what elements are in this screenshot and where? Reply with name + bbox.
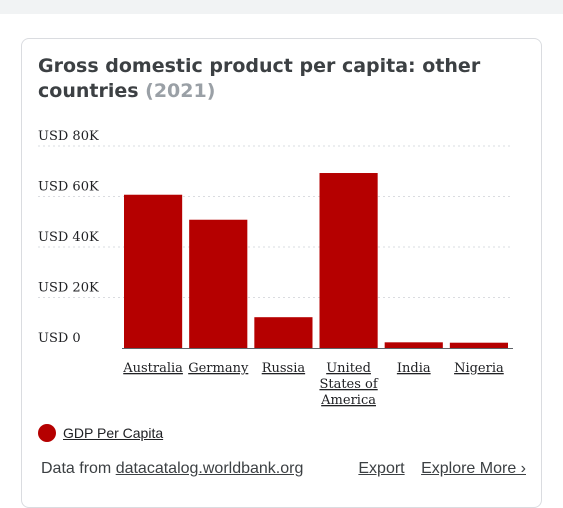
bar-chart: USD 0 USD 20K USD 40K USD 60K USD 80K Austral… [38,129,513,408]
export-link[interactable]: Export [358,460,405,477]
y-tick-label: USD 40K [38,230,99,245]
chart-title-text: Gross domestic product per capita: other… [38,55,481,102]
source-prefix: Data from [41,460,116,477]
y-tick-label: USD 80K [38,129,99,144]
bar [384,342,443,348]
explore-more-link[interactable]: Explore More › [421,460,526,477]
x-tick-label: States of [319,377,378,392]
x-tick-label: America [320,393,376,408]
x-tick-label: United [326,361,371,376]
legend-swatch-icon [38,424,56,442]
legend-item-gdp-per-capita[interactable]: GDP Per Capita [38,424,163,442]
x-tick-label: India [397,361,431,376]
legend-label: GDP Per Capita [63,425,164,441]
chart-title: Gross domestic product per capita: other… [38,54,518,104]
y-tick-label: USD 20K [38,281,99,296]
x-tick-label: Germany [188,361,249,376]
bar [319,173,378,348]
footer-actions: Export Explore More › [358,460,526,478]
bar [124,194,183,348]
top-strip [0,0,563,14]
bar [254,317,313,348]
x-tick-label: Russia [262,361,306,376]
y-tick-label: USD 0 [38,331,81,346]
x-tick-label: Australia [122,361,183,376]
chart-card: Gross domestic product per capita: other… [21,38,542,508]
bar [449,342,508,348]
x-tick-label: Nigeria [454,361,504,376]
bar [189,219,248,348]
source-link[interactable]: datacatalog.worldbank.org [115,460,304,477]
card-footer: Data from datacatalog.worldbank.org Expo… [41,460,531,478]
chart-year: (2021) [145,80,216,102]
y-tick-label: USD 60K [38,180,99,195]
